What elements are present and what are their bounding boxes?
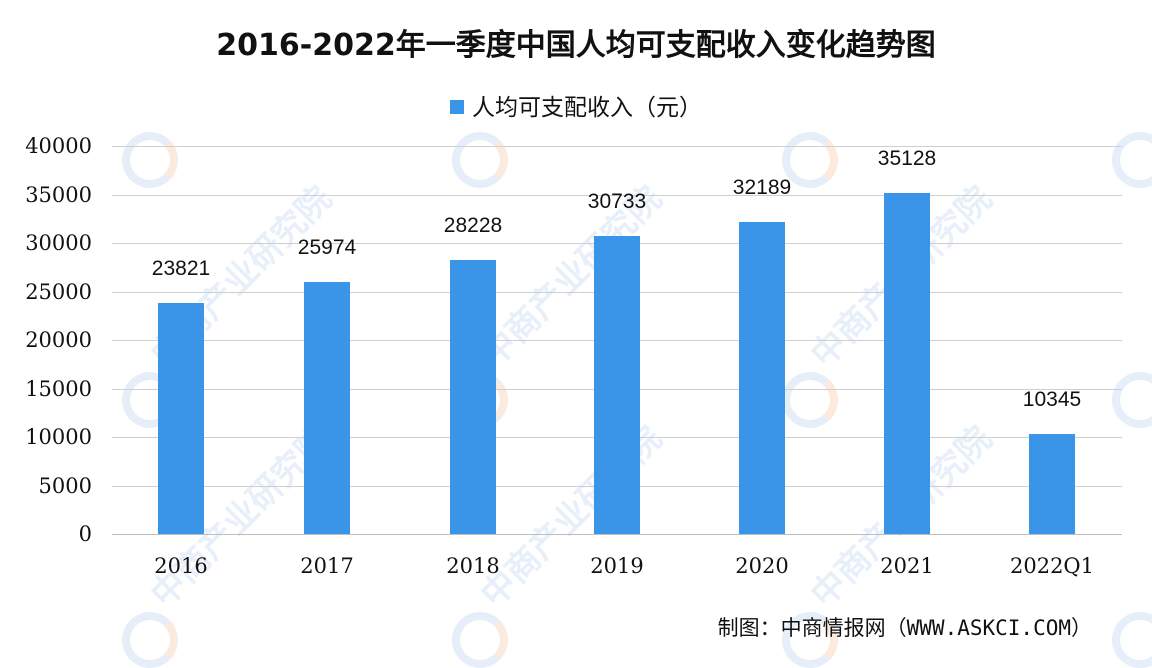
bar bbox=[1029, 433, 1075, 534]
x-tick-label: 2020 bbox=[735, 554, 789, 578]
x-tick-label: 2017 bbox=[300, 554, 354, 578]
y-tick-label: 0 bbox=[78, 522, 92, 546]
bar bbox=[158, 302, 204, 534]
gridline bbox=[112, 146, 1122, 147]
legend: 人均可支配收入（元） bbox=[0, 88, 1152, 122]
bar bbox=[304, 282, 350, 534]
x-tick-label: 2016 bbox=[154, 554, 208, 578]
bar bbox=[594, 235, 640, 534]
data-label: 35128 bbox=[877, 147, 937, 171]
legend-label: 人均可支配收入（元） bbox=[472, 95, 702, 121]
data-label: 30733 bbox=[587, 189, 647, 213]
data-label: 28228 bbox=[443, 214, 503, 238]
x-tick-label: 2019 bbox=[590, 554, 644, 578]
bar bbox=[739, 221, 785, 534]
x-tick-label: 2022Q1 bbox=[1009, 554, 1095, 578]
chart-title: 2016-2022年一季度中国人均可支配收入变化趋势图 bbox=[216, 28, 936, 63]
y-tick-label: 10000 bbox=[25, 425, 92, 449]
data-label: 10345 bbox=[1022, 387, 1082, 411]
legend-swatch-icon bbox=[450, 99, 464, 114]
bar bbox=[450, 260, 496, 534]
x-tick-label: 2021 bbox=[880, 554, 934, 578]
gridline bbox=[112, 194, 1122, 196]
x-tick-label: 2018 bbox=[446, 554, 500, 578]
y-tick-label: 40000 bbox=[25, 134, 92, 158]
data-label: 23821 bbox=[151, 256, 211, 280]
x-axis-line bbox=[112, 534, 1122, 535]
y-tick-label: 15000 bbox=[25, 376, 92, 401]
watermark-logo-icon bbox=[122, 612, 178, 668]
bar bbox=[884, 193, 930, 534]
y-tick-label: 25000 bbox=[25, 279, 92, 304]
source-credit: 制图：中商情报网（WWW.ASKCI.COM） bbox=[717, 616, 1092, 640]
watermark-logo-icon bbox=[1112, 612, 1152, 668]
y-tick-label: 35000 bbox=[25, 182, 92, 207]
y-tick-label: 5000 bbox=[38, 473, 92, 498]
data-label: 25974 bbox=[297, 236, 357, 260]
y-tick-label: 30000 bbox=[25, 231, 92, 255]
y-tick-label: 20000 bbox=[25, 328, 92, 352]
watermark-logo-icon bbox=[452, 612, 508, 668]
data-label: 32189 bbox=[732, 175, 792, 199]
